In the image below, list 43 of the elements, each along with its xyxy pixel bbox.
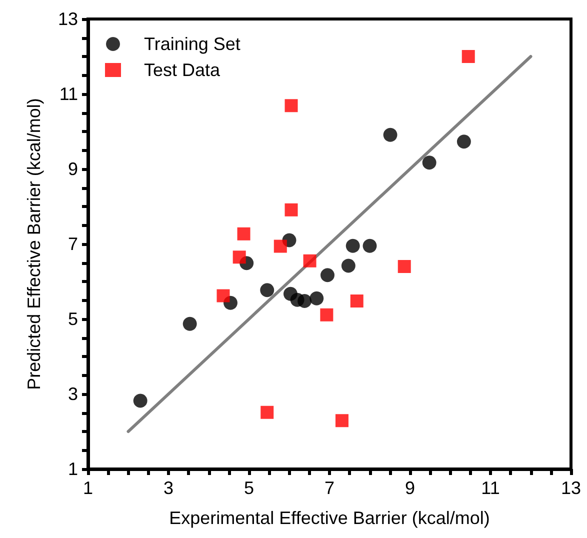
x-tick-label: 5 [244, 478, 254, 498]
x-tick-label: 3 [163, 478, 174, 498]
point [335, 414, 348, 428]
point [237, 227, 250, 240]
point [274, 240, 287, 253]
point [298, 294, 312, 308]
point [320, 308, 334, 322]
x-axis-title: Experimental Effective Barrier (kcal/mol) [169, 508, 490, 528]
x-tick-label: 7 [324, 478, 335, 498]
y-tick-label: 13 [58, 9, 78, 29]
point [260, 406, 274, 419]
point [216, 289, 230, 302]
point [310, 291, 324, 306]
point [383, 128, 398, 142]
legend-label: Training Set [144, 34, 240, 54]
x-tick-label: 13 [560, 478, 582, 498]
y-tick-label: 9 [68, 159, 78, 179]
point [341, 258, 356, 273]
point [260, 283, 274, 298]
y-tick-label: 7 [68, 234, 78, 254]
point [284, 203, 298, 216]
point [320, 268, 334, 282]
y-tick-label: 1 [68, 459, 78, 479]
point [232, 250, 246, 264]
y-axis-title: Predicted Effective Barrier (kcal/mol) [24, 98, 44, 390]
x-tick-label: 9 [404, 478, 416, 498]
x-tick-label: 1 [82, 478, 94, 498]
y-tick-label: 3 [68, 384, 78, 404]
y-tick-label: 11 [59, 84, 78, 104]
point [303, 254, 316, 268]
point [462, 50, 475, 63]
point [133, 394, 148, 408]
point [284, 99, 298, 112]
point [398, 260, 411, 273]
point [350, 294, 364, 308]
point [346, 238, 360, 253]
point [182, 316, 197, 331]
point [362, 238, 377, 253]
point [456, 134, 471, 149]
y-tick-label: 5 [68, 309, 78, 329]
point [422, 156, 436, 170]
x-tick-label: 11 [481, 478, 500, 498]
legend-label: Test Data [144, 60, 222, 80]
